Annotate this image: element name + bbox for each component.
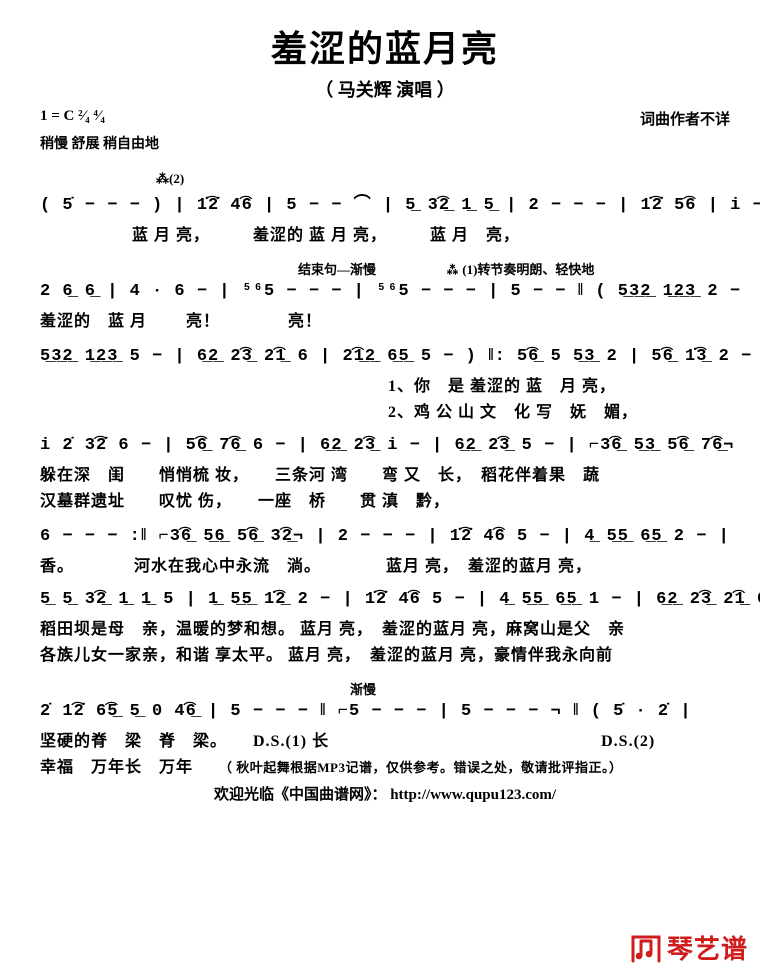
notation-line-3: 5̲3̲2̲ 1̲2̲3̲ 5 − | 6̲2̲ 2͡3̲ 2͡1̲ 6 | 2… [40,345,730,366]
key-signature: 1 = C ²⁄₄ ⁴⁄₄ [40,108,105,129]
music-note-icon [629,931,663,965]
lyric-line-3a: 1、你 是 羞涩的 蓝 月 亮， [40,372,730,396]
notation-line-2: 2 6̲ 6̲ | 4 · 6 − | ⁵⁶5 − − − | ⁵⁶5 − − … [40,280,730,301]
lyric-line-3b: 2、鸡 公 山 文 化 写 妩 媚， [40,398,730,422]
lyric-line-6b: 各族儿女一家亲，和谐 享太平。 蓝月 亮， 羞涩的蓝月 亮，豪情伴我永向前 [40,641,730,665]
segno-annotation-2: ⁂(2) [40,171,730,187]
ritardando-annotation: 渐慢 [40,679,730,698]
sheet-music-page: 羞涩的蓝月亮 （ 马关辉 演唱 ） 1 = C ²⁄₄ ⁴⁄₄ 词曲作者不详 稍… [0,0,760,814]
header-row: 1 = C ²⁄₄ ⁴⁄₄ 词曲作者不详 [40,108,730,129]
notation-line-6: 5̲ 5̲ 3͡2̲ 1̲ 1̲ 5 | 1̲ 5̲5̲ 1̇͡2̲ 2 − |… [40,590,730,609]
lyric-line-5: 香。 河水在我心中永流 淌。 蓝月 亮， 羞涩的蓝月 亮， [40,552,730,576]
song-title: 羞涩的蓝月亮 [40,20,730,72]
source-website: 欢迎光临《中国曲谱网》： http://www.qupu123.com/ [40,783,730,804]
logo-text: 琴艺谱 [667,929,748,966]
tempo-marking: 稍慢 舒展 稍自由地 [40,133,730,153]
site-logo: 琴艺谱 [629,929,748,966]
notation-line-5: 6 − − − :‖ ⌐3͡6̲ 5̲6̲ 5͡6̲ 3͡2̲¬ | 2 − −… [40,525,730,546]
notation-line-4: i 2̇ 3͡2̇ 6 − | 5͡6̲ 7͡6̲ 6 − | 6̲2̲ 2͡3… [40,436,730,455]
notation-line-1: ( 5̇ − − − ) | 1̇͡2̇ 4͡6 | 5 − − ⌒ | 5̲ … [40,189,730,215]
lyric-line-1: 蓝 月 亮， 羞涩的 蓝 月 亮， 蓝 月 亮， [40,221,730,245]
lyric-line-7b: 幸福 万年长 万年（ 秋叶起舞根据MP3记谱，仅供参考。错误之处，敬请批评指正。… [40,753,730,777]
notation-line-7: 2̇ 1͡2̇ 6͡5̲ 5̲ 0 4͡6̲ | 5 − − − ‖ ⌐5 − … [40,700,730,721]
lyric-line-2: 羞涩的 蓝 月 亮！ 亮！ [40,307,730,331]
lyric-line-7a: 坚硬的脊 梁 脊 梁。 D.S.(1) 长 D.S.(2) [40,727,730,751]
lyric-line-4b: 汉墓群遗址 叹忧 伤， 一座 桥 贯 滇 黔， [40,487,730,511]
performer-line: （ 马关辉 演唱 ） [40,76,730,102]
composer-credit: 词曲作者不详 [640,108,730,129]
transcriber-note: （ 秋叶起舞根据MP3记谱，仅供参考。错误之处，敬请批评指正。） [219,760,622,775]
ending-annotation: 结束句—渐慢⁂ (1)转节奏明朗、轻快地 [40,259,730,278]
lyric-line-6a: 稻田坝是母 亲，温暖的梦和想。 蓝月 亮， 羞涩的蓝月 亮，麻窝山是父 亲 [40,615,730,639]
lyric-line-4a: 躲在深 闺 悄悄梳 妆， 三条河 湾 弯 又 长， 稻花伴着果 蔬 [40,461,730,485]
